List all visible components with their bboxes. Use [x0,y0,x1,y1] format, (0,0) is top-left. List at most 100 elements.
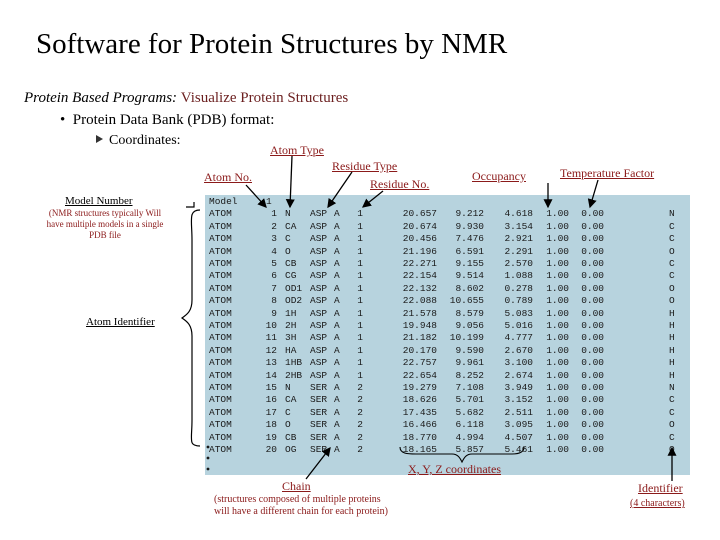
pdb-cell: 1.00 [546,258,569,269]
pdb-cell: ATOM [209,406,232,418]
pdb-cell: 1.00 [546,419,569,431]
pdb-cell: A [334,406,340,418]
pdb-cell: 1 [357,307,363,319]
pdb-cell: C [669,270,675,282]
pdb-cell: 3.154 [504,220,533,232]
pdb-panel [205,195,690,475]
pdb-cell: ATOM [209,332,232,344]
arrow-residue-type [327,171,353,209]
pdb-cell: 9.590 [455,344,484,356]
pdb-cell: SER [310,382,328,393]
arrow-atom-no [245,184,267,208]
pdb-cell: 10 [265,320,277,331]
pdb-cell: 6 [271,270,277,282]
pdb-cell: ATOM [209,282,232,294]
pdb-cell: ATOM [209,444,232,455]
pdb-cell: ATOM [209,307,232,319]
pdb-cell: A [334,444,340,455]
pdb-cell: 9 [271,307,277,319]
label-model-number: Model Number [65,195,133,207]
pdb-cell: 22.271 [402,258,437,269]
pdb-cell: 5.016 [504,320,533,331]
pdb-cell: ATOM [209,419,232,431]
pdb-cell: ATOM [209,431,232,443]
pdb-cell: 5.083 [504,307,533,319]
pdb-cell: 2.670 [504,344,533,356]
label-temperature-factor: Temperature Factor [560,166,655,180]
model-number-bracket [186,202,195,208]
pdb-cell: 16 [265,394,277,406]
pdb-cell: 4.777 [504,332,533,344]
pdb-cell: 20.657 [402,208,437,220]
bullet-pdb-format: • Protein Data Bank (PDB) format: [60,112,274,129]
pdb-cell: 1 [357,208,363,220]
label-atom-identifier: Atom Identifier [86,316,155,328]
atom-identifier-brace [180,209,201,447]
pdb-cell: 5.701 [455,394,484,406]
pdb-cell: O [669,295,675,307]
pdb-cell: A [334,332,340,344]
pdb-cell: ASP [310,258,328,269]
pdb-cell: A [334,419,340,431]
pdb-cell: ATOM [209,245,232,257]
pdb-cell: ASP [310,307,328,319]
pdb-cell: 9.056 [455,320,484,331]
pdb-cell: C [285,233,291,245]
pdb-cell: 2 [357,382,363,393]
pdb-cell: 0.00 [581,307,604,319]
pdb-cell: CG [285,270,297,282]
label-xyz-coordinates: X, Y, Z coordinates [408,462,501,476]
pdb-cell: A [334,320,340,331]
pdb-cell: 20 [265,444,277,455]
pdb-cell: 1 [357,282,363,294]
pdb-cell: C [669,233,675,245]
pdb-cell: 1 [357,357,363,369]
pdb-cell: 0.789 [504,295,533,307]
pdb-cell: 0.00 [581,282,604,294]
pdb-cell: N [285,382,291,393]
pdb-cell: 15 [265,382,277,393]
pdb-cell: 10.655 [449,295,484,307]
pdb-cell: 2 [357,431,363,443]
pdb-cell: 2.921 [504,233,533,245]
pdb-cell: 0.00 [581,357,604,369]
pdb-cell: 8 [271,295,277,307]
pdb-cell: 4.994 [455,431,484,443]
pdb-cell: 14 [265,369,277,381]
pdb-cell: H [669,332,675,344]
pdb-cell: 0.00 [581,431,604,443]
pdb-cell: O [285,419,291,431]
pdb-cell: C [669,258,675,269]
pdb-cell: 2.570 [504,258,533,269]
pdb-cell: 18.626 [402,394,437,406]
pdb-cell: CA [285,394,297,406]
pdb-cell: 18 [265,419,277,431]
slide-subtitle: Protein Based Programs: Visualize Protei… [24,90,348,107]
pdb-cell: 6.118 [455,419,484,431]
pdb-cell: 1HB [285,357,303,369]
bullet-dot: • [60,112,73,128]
pdb-cell: 1.00 [546,270,569,282]
pdb-cell: A [334,282,340,294]
label-residue-type: Residue Type [332,159,398,173]
pdb-cell: 1.00 [546,357,569,369]
pdb-cell: O [669,419,675,431]
pdb-cell: A [334,295,340,307]
pdb-cell: 1 [357,270,363,282]
pdb-cell: 8.252 [455,369,484,381]
pdb-cell: 1 [271,208,277,220]
pdb-cell: H [669,344,675,356]
pdb-cell: 16.466 [402,419,437,431]
pdb-cell: 0.00 [581,369,604,381]
pdb-cell: 1.00 [546,233,569,245]
pdb-cell: 11 [265,332,277,344]
bullet-text: Protein Data Bank (PDB) format: [72,112,275,128]
pdb-model-line: Model 1 [209,196,272,207]
pdb-cell: 2 [357,406,363,418]
pdb-cell: SER [310,406,328,418]
pdb-cell: 0.00 [581,233,604,245]
pdb-cell: ASP [310,270,328,282]
pdb-cell: 1.00 [546,208,569,220]
pdb-cell: OD1 [285,282,303,294]
